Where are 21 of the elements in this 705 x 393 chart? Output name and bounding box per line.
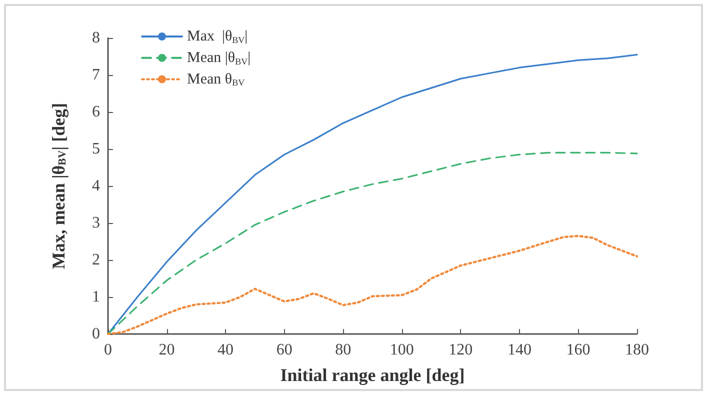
y-tick-label: 7 bbox=[92, 66, 100, 84]
y-tick-label: 8 bbox=[92, 30, 100, 46]
y-axis-title: Max, mean |θBV| [deg] bbox=[48, 102, 68, 270]
x-tick-label: 60 bbox=[276, 342, 292, 358]
y-tick-label: 2 bbox=[92, 252, 100, 268]
y-tick-label: 0 bbox=[92, 326, 100, 342]
y-tick-label: 1 bbox=[92, 288, 100, 306]
x-tick-label: 80 bbox=[335, 342, 352, 358]
x-tick-label: 120 bbox=[448, 342, 473, 358]
x-tick-label: 0 bbox=[104, 342, 112, 358]
y-tick-label: 5 bbox=[92, 140, 100, 158]
x-tick-label: 140 bbox=[507, 342, 532, 358]
x-tick-label: 20 bbox=[158, 342, 175, 358]
x-tick-label: 100 bbox=[390, 342, 414, 358]
y-tick-label: 6 bbox=[92, 104, 100, 120]
x-tick-label: 160 bbox=[566, 342, 590, 358]
x-tick-label: 180 bbox=[625, 342, 649, 358]
y-tick-label: 3 bbox=[92, 214, 100, 232]
y-tick-label: 4 bbox=[92, 178, 100, 194]
x-tick-label: 40 bbox=[218, 342, 234, 358]
x-axis-title: Initial range angle [deg] bbox=[280, 365, 465, 385]
